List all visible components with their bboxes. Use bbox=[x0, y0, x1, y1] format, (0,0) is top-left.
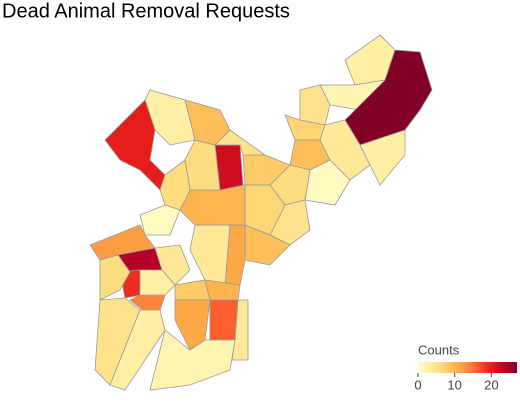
region bbox=[299, 84, 331, 126]
region bbox=[214, 129, 267, 156]
chart-title: Dead Animal Removal Requests bbox=[2, 0, 290, 22]
colorbar-tick-label: 20 bbox=[484, 377, 498, 392]
region bbox=[139, 204, 181, 236]
colorbar-tick-label: 0 bbox=[414, 377, 421, 392]
colorbar bbox=[418, 362, 517, 373]
region bbox=[359, 129, 406, 186]
region bbox=[154, 244, 191, 286]
region bbox=[209, 299, 239, 341]
colorbar-tick-label: 10 bbox=[447, 377, 461, 392]
region bbox=[189, 224, 231, 286]
region bbox=[109, 309, 166, 391]
colorbar-title: Counts bbox=[418, 342, 460, 357]
region bbox=[184, 139, 221, 191]
region bbox=[139, 269, 176, 296]
region bbox=[231, 299, 249, 361]
region bbox=[319, 119, 371, 181]
region bbox=[99, 254, 131, 301]
